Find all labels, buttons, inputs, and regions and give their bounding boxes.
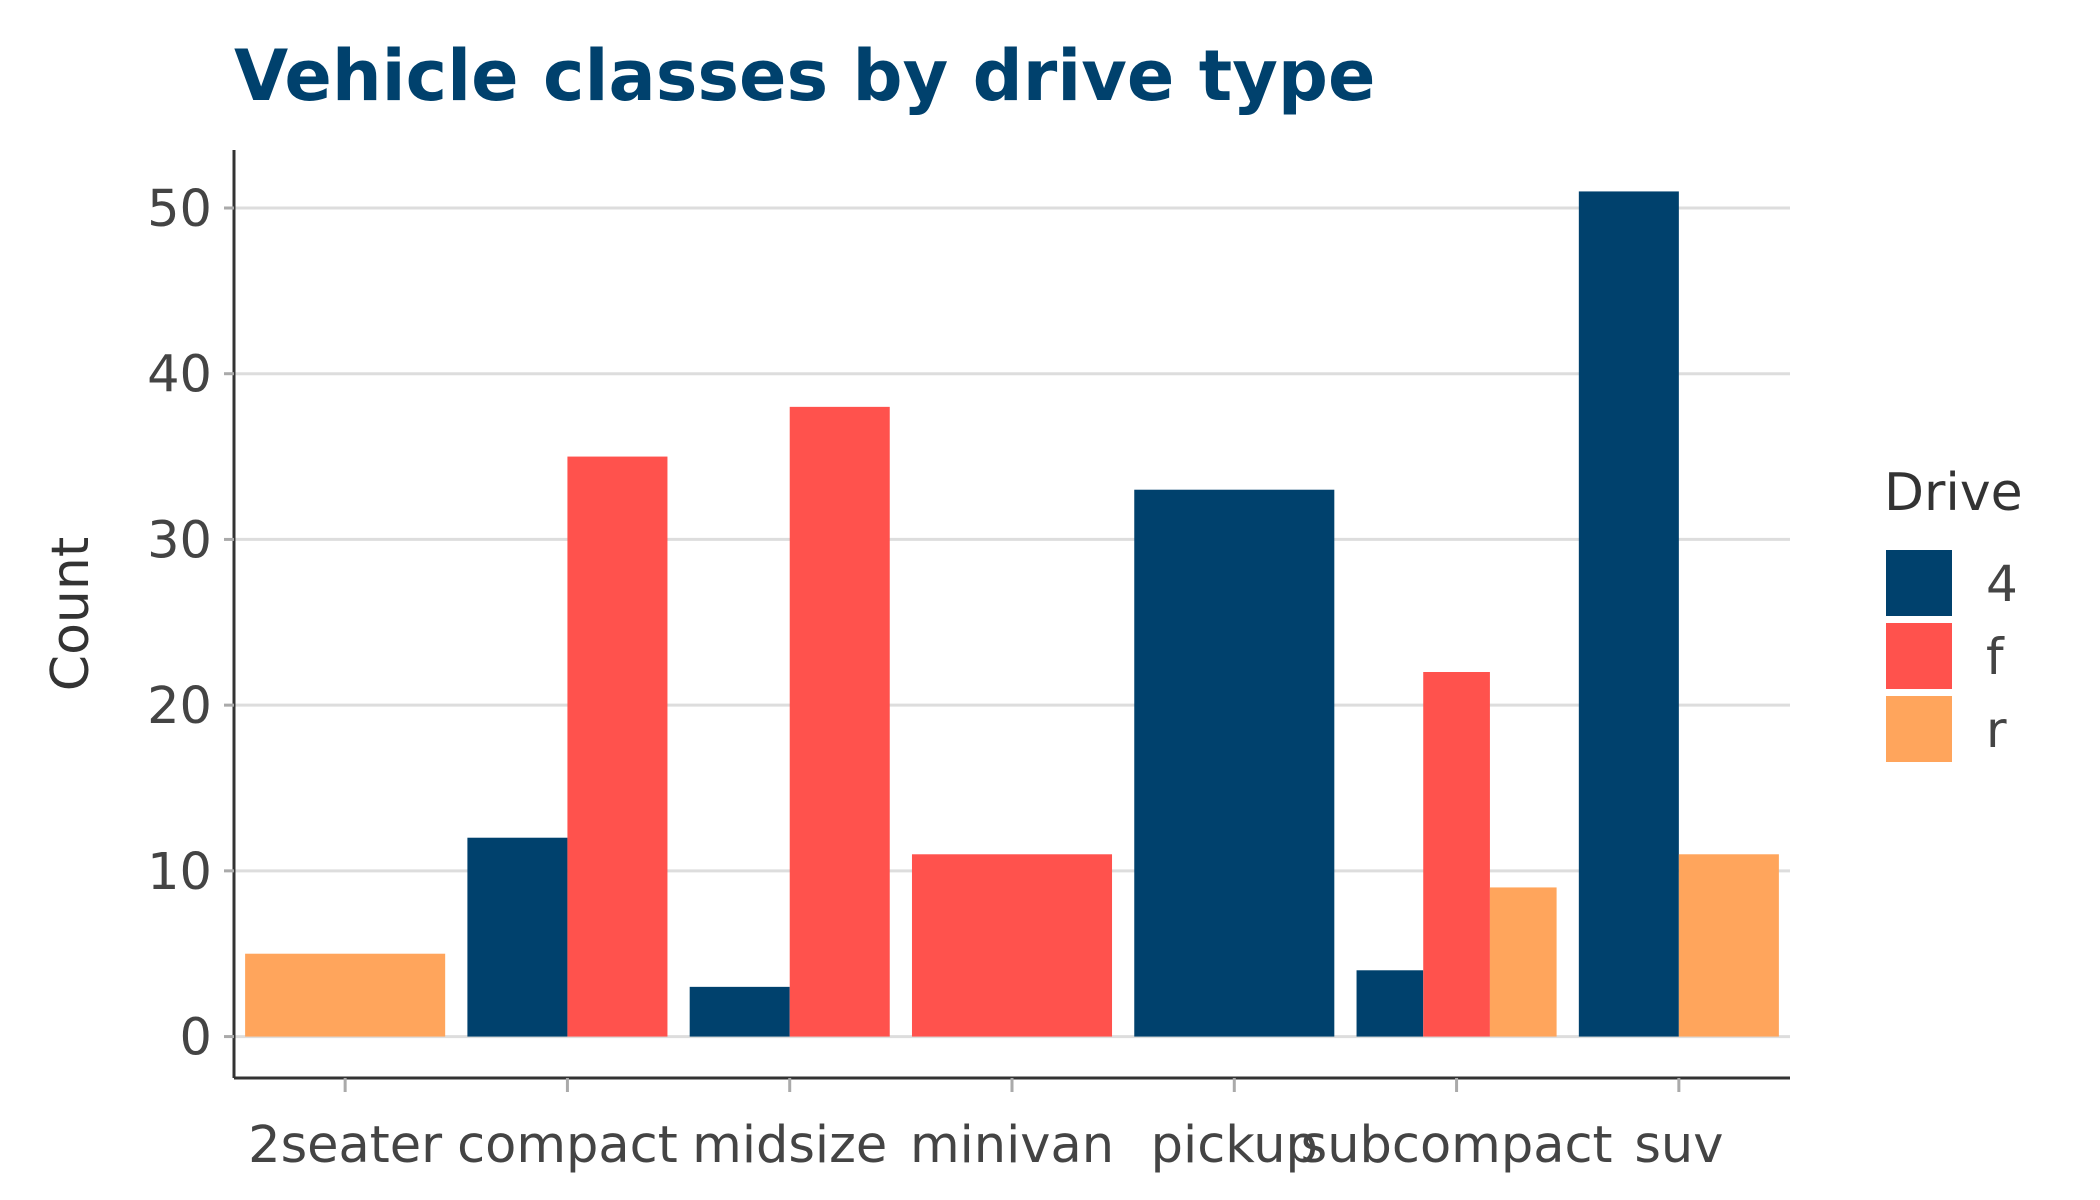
legend-key-f (1886, 623, 1952, 689)
legend: Drive 4 fr (1884, 463, 2023, 762)
y-tick-label-10: 10 (147, 843, 212, 902)
legend-label-4: 4 (1986, 555, 2018, 613)
y-axis-ticks: 0 10 20 30 40 50 (147, 180, 234, 1068)
x-axis-ticks: 2seater compact midsize minivan pickupsubcom… (248, 1078, 1723, 1175)
bar-suv-4 (1578, 191, 1679, 1037)
x-tick-label-subcompact: subcompact (1301, 1116, 1613, 1175)
y-tick-label-0: 0 (180, 1009, 212, 1068)
y-tick-label-50: 50 (147, 180, 212, 239)
bar-midsize-f (789, 406, 890, 1037)
y-axis-title: Count (41, 537, 101, 691)
legend-key-r (1886, 696, 1952, 762)
chart-title: Vehicle classes by drive type (234, 35, 1375, 117)
bar-compact-f (567, 456, 668, 1037)
bar-2seater-r (245, 953, 446, 1037)
legend-key-4 (1886, 550, 1952, 616)
y-tick-label-40: 40 (147, 346, 212, 405)
legend-label-r: r (1986, 701, 2007, 759)
bars (245, 191, 1779, 1037)
x-tick-label-minivan: minivan (910, 1116, 1114, 1175)
bar-minivan-f (911, 854, 1113, 1037)
legend-label-f: f (1986, 628, 2005, 686)
bar-suv-r (1678, 854, 1779, 1037)
y-tick-label-30: 30 (147, 511, 212, 570)
x-tick-label-midsize: midsize (692, 1116, 887, 1175)
bar-pickup-4 (1134, 489, 1335, 1037)
bar-subcompact-f (1423, 672, 1490, 1037)
x-tick-label-compact: compact (457, 1116, 678, 1175)
x-tick-label-2seater: 2seater (248, 1116, 442, 1175)
x-tick-label-suv: suv (1634, 1116, 1723, 1175)
bar-compact-4 (467, 837, 568, 1037)
y-tick-label-20: 20 (147, 677, 212, 736)
bar-subcompact-r (1489, 887, 1557, 1037)
legend-title: Drive (1884, 463, 2023, 523)
bar-midsize-4 (689, 986, 790, 1037)
x-tick-label-pickup: pickup (1151, 1116, 1318, 1175)
bar-subcompact-4 (1356, 970, 1424, 1037)
